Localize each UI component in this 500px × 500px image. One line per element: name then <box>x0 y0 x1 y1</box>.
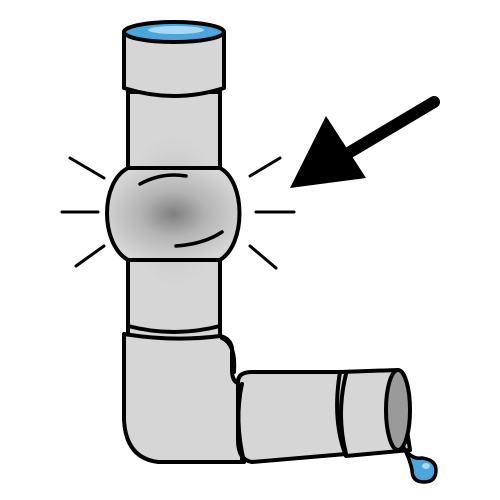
elbow-inner-curve <box>220 336 237 374</box>
pipe-elbow <box>122 332 244 464</box>
pipe-horizontal-body <box>236 370 348 464</box>
water-highlight-icon <box>148 26 204 34</box>
arrow-icon <box>290 96 440 188</box>
impact-line-icon <box>74 244 106 268</box>
outlet-joint-line <box>339 372 348 456</box>
water-drop-highlight <box>422 463 430 469</box>
pipe-top-collar <box>122 30 226 98</box>
bulge-crease-top <box>138 173 188 186</box>
pipe-lower-collar <box>126 324 222 334</box>
pipe-outlet-opening <box>384 368 412 452</box>
impact-line-icon <box>248 156 282 178</box>
impact-line-icon <box>68 156 106 180</box>
bulge-crease-bottom <box>174 230 224 248</box>
impact-line-icon <box>248 244 278 270</box>
water-drop-icon <box>402 446 438 484</box>
horizontal-joint-line <box>236 382 246 464</box>
